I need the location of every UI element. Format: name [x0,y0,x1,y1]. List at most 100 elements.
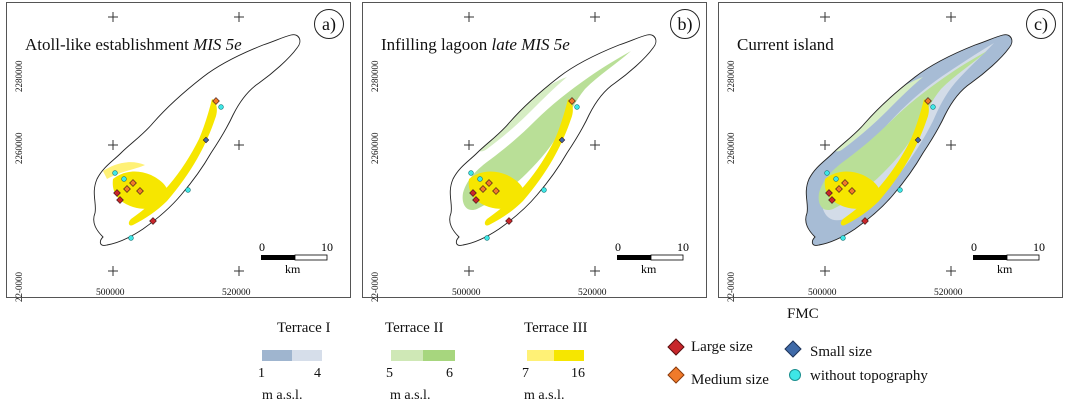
scalebar-unit-label: km [997,262,1013,276]
map-a: 0 10 km [93,12,333,276]
y-tick-label: 2260000 [370,132,380,165]
scalebar-unit-label: km [285,262,301,276]
grid-cross-marker [464,12,474,22]
site-without-topography-marker [112,170,118,176]
panel-title-a: Atoll-like establishment MIS 5e [25,35,242,54]
site-medium-marker [924,97,932,105]
site-medium-marker [841,179,849,187]
scalebar-unit-label: km [641,262,657,276]
large-size-label: Large size [691,339,753,355]
site-medium-marker [485,179,493,187]
site-large-marker [828,196,836,204]
terrace3-max: 16 [571,366,585,381]
site-without-topography-marker [185,187,191,193]
scalebar-end-label: 10 [677,240,689,254]
map-panel-a: 0 10 km Atoll-like establishment MIS 5e a) [6,2,351,298]
x-tick-label: 500000 [452,288,481,298]
y-tick-label: 2280000 [370,60,380,93]
site-large-marker [861,217,869,225]
site-large-marker [116,196,124,204]
site-without-topography-marker [574,104,580,110]
panel-label-b: b) [670,9,700,39]
site-small-marker [914,136,922,144]
grid-cross-marker [820,266,830,276]
y-tick-label: 2280000 [14,60,24,93]
grid-cross-marker [946,12,956,22]
y-tick-label: 2260000 [726,132,736,165]
scalebar-black [973,255,1007,260]
grid-cross-marker [946,140,956,150]
scalebar-start-label: 0 [615,240,621,254]
site-medium-marker [136,187,144,195]
without-topography-circle-icon [789,369,801,381]
grid-cross-marker [946,266,956,276]
terrace1-swatch-low [262,350,292,361]
site-without-topography-marker [930,104,936,110]
x-tick-label: 500000 [808,288,837,298]
site-without-topography-marker [128,235,134,241]
site-medium-marker [123,185,131,193]
terrace3-min: 7 [522,366,529,381]
site-medium-marker [848,187,856,195]
map-c: 0 10 km [805,12,1045,276]
terrace2-title: Terrace II [385,320,444,336]
large-size-diamond-icon [667,338,685,356]
site-without-topography-marker [840,235,846,241]
terrace3-title: Terrace III [524,320,588,336]
site-without-topography-marker [541,187,547,193]
terrace2-unit: m a.s.l. [390,388,431,403]
site-large-marker [825,189,833,197]
site-medium-marker [835,185,843,193]
y-tick-label: 22-0000 [370,272,380,302]
grid-cross-marker [590,12,600,22]
site-without-topography-marker [824,170,830,176]
map-panel-c: 0 10 km Current island c) [718,2,1063,298]
island-outline [93,34,301,246]
without-topography-label: without topography [810,368,928,384]
island-outline [805,34,1013,246]
site-without-topography-marker [484,235,490,241]
terrace1-swatch-high [292,350,322,361]
panel-title-c: Current island [737,35,834,54]
terrace2-min: 5 [386,366,393,381]
terrace1-title: Terrace I [277,320,331,336]
y-tick-label: 2280000 [726,60,736,93]
terrace1-min: 1 [258,366,265,381]
site-medium-marker [568,97,576,105]
x-tick-label: 520000 [222,288,251,298]
grid-cross-marker [234,140,244,150]
medium-size-label: Medium size [691,372,769,388]
site-without-topography-marker [218,104,224,110]
terrace1-unit: m a.s.l. [262,388,303,403]
grid-cross-marker [108,12,118,22]
grid-cross-marker [464,266,474,276]
terrace2-swatch-low [391,350,423,361]
scalebar-white [650,254,684,261]
terrace1-max: 4 [314,366,321,381]
grid-cross-marker [590,266,600,276]
scalebar-black [617,255,651,260]
scalebar-start-label: 0 [971,240,977,254]
site-large-marker [113,189,121,197]
terrace2-zone [462,51,631,211]
terrace2-light-zone [478,77,567,152]
scalebar-white [1006,254,1040,261]
site-medium-marker [129,179,137,187]
fmc-label: FMC [787,306,819,322]
site-without-topography-marker [121,176,127,182]
grid-cross-marker [234,12,244,22]
terrace2-max: 6 [446,366,453,381]
map-panel-b: 0 10 km Infilling lagoon late MIS 5e b) [362,2,707,298]
x-tick-label: 500000 [96,288,125,298]
panel-title-b: Infilling lagoon late MIS 5e [381,35,570,54]
scalebar-end-label: 10 [321,240,333,254]
small-size-diamond-icon [784,340,802,358]
y-tick-label: 2260000 [14,132,24,165]
scalebar-black [261,255,295,260]
site-without-topography-marker [897,187,903,193]
grid-cross-marker [108,266,118,276]
terrace2-swatch-high [423,350,455,361]
terrace3-unit: m a.s.l. [524,388,565,403]
panel-label-c: c) [1026,9,1056,39]
small-size-label: Small size [810,344,873,360]
